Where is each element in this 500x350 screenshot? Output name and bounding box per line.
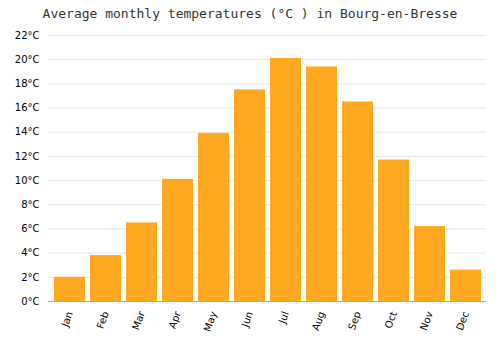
svg-text:18°C: 18°C [15, 78, 40, 89]
svg-text:10°C: 10°C [15, 175, 40, 186]
svg-text:6°C: 6°C [21, 223, 39, 234]
svg-text:2°C: 2°C [21, 272, 39, 283]
svg-text:Aug: Aug [310, 310, 327, 332]
html-text:Average monthly temperatures (: Average monthly temperatures (°C ) in Bo… [42, 6, 458, 21]
svg-text:May: May [201, 310, 218, 333]
svg-text:0°C: 0°C [21, 296, 39, 307]
svg-text:8°C: 8°C [21, 199, 39, 210]
svg-text:Nov: Nov [418, 310, 435, 332]
svg-text:Jan: Jan [59, 310, 75, 329]
svg-text:Dec: Dec [454, 310, 471, 332]
svg-text:Jul: Jul [276, 310, 291, 326]
svg-text:Sep: Sep [346, 310, 363, 331]
svg-text:Apr: Apr [167, 309, 184, 330]
svg-text:20°C: 20°C [15, 54, 40, 65]
svg-text:22°C: 22°C [15, 30, 40, 41]
svg-text:16°C: 16°C [15, 102, 40, 113]
svg-text:12°C: 12°C [15, 151, 40, 162]
svg-text:4°C: 4°C [21, 247, 39, 258]
svg-text:Jun: Jun [239, 310, 255, 329]
svg-text:Mar: Mar [130, 309, 147, 331]
svg-text:Feb: Feb [94, 310, 110, 330]
svg-text:14°C: 14°C [15, 126, 40, 137]
svg-text:Oct: Oct [383, 310, 399, 330]
